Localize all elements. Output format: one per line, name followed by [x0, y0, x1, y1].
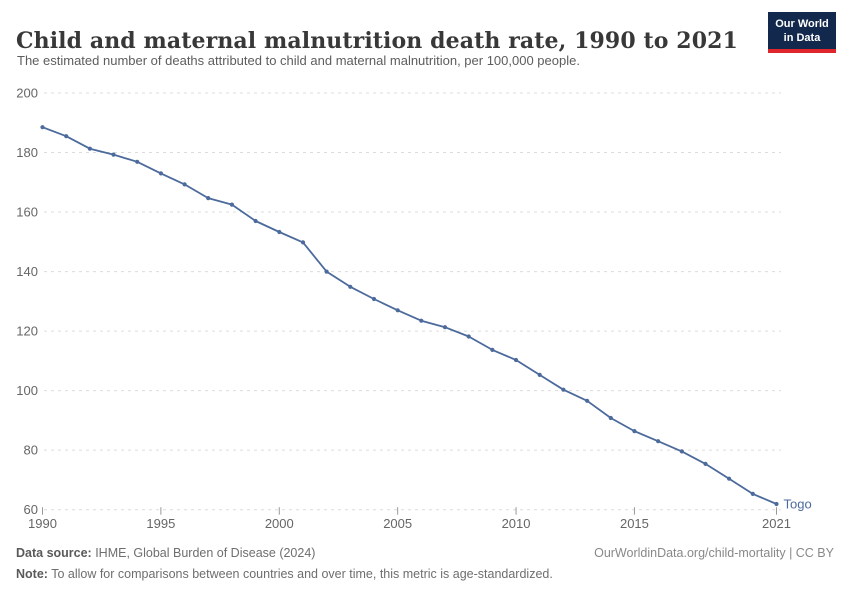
x-axis-label-2015: 2015	[620, 516, 649, 531]
data-point-1992[interactable]	[87, 146, 92, 151]
x-axis-label-2021: 2021	[762, 516, 791, 531]
data-point-2010[interactable]	[513, 357, 519, 363]
x-axis-label-1995: 1995	[146, 516, 175, 531]
footer-note-row: Note: To allow for comparisons between c…	[16, 567, 834, 581]
y-axis-label-120: 120	[16, 324, 38, 339]
data-point-2008[interactable]	[466, 334, 471, 339]
data-point-1996[interactable]	[182, 182, 187, 187]
data-point-2007[interactable]	[442, 325, 448, 330]
data-point-2009[interactable]	[490, 347, 495, 352]
y-axis-label-80: 80	[24, 443, 38, 458]
series-end-label[interactable]: Togo	[784, 497, 812, 512]
y-axis-label-180: 180	[16, 145, 38, 160]
data-point-2004[interactable]	[371, 296, 377, 302]
owid-logo-line1: Our World	[775, 17, 829, 30]
note-text: To allow for comparisons between countri…	[47, 567, 553, 581]
data-point-1998[interactable]	[229, 202, 234, 207]
page-title: Child and maternal malnutrition death ra…	[16, 27, 738, 54]
data-point-2012[interactable]	[561, 387, 566, 392]
data-point-1994[interactable]	[135, 159, 140, 164]
y-axis-label-100: 100	[16, 383, 38, 398]
data-point-2003[interactable]	[348, 284, 353, 289]
y-axis-label-140: 140	[16, 264, 38, 279]
note-label: Note:	[16, 567, 48, 581]
data-source-text: Data source: IHME, Global Burden of Dise…	[16, 546, 316, 560]
data-point-2001[interactable]	[300, 240, 306, 245]
data-point-2015[interactable]	[632, 429, 637, 434]
data-point-2000[interactable]	[277, 229, 282, 235]
data-point-1995[interactable]	[158, 171, 163, 176]
x-axis-label-1990: 1990	[28, 516, 57, 531]
togo-line[interactable]	[41, 126, 778, 505]
owid-logo-line2: in Data	[783, 31, 821, 44]
data-source-label: Data source:	[16, 546, 92, 560]
license-link[interactable]: OurWorldinData.org/child-mortality | CC …	[594, 546, 834, 560]
x-axis-label-2005: 2005	[383, 516, 412, 531]
data-point-2016[interactable]	[656, 439, 661, 444]
data-point-2013[interactable]	[585, 398, 590, 403]
y-axis-label-60: 60	[24, 502, 38, 517]
owid-logo: Our World in Data	[768, 12, 836, 53]
data-point-2021[interactable]	[774, 501, 779, 507]
data-point-2014[interactable]	[608, 415, 613, 421]
data-point-2002[interactable]	[324, 269, 329, 274]
data-point-2006[interactable]	[419, 318, 424, 323]
y-axis-label-160: 160	[16, 205, 38, 220]
data-point-1993[interactable]	[111, 152, 116, 157]
data-point-2019[interactable]	[727, 476, 732, 481]
footer-source-row: Data source: IHME, Global Burden of Dise…	[16, 546, 834, 560]
data-point-1999[interactable]	[253, 218, 258, 224]
data-point-1997[interactable]	[206, 196, 211, 201]
chart-subtitle: The estimated number of deaths attribute…	[17, 53, 580, 68]
data-point-1991[interactable]	[64, 134, 69, 139]
data-point-2005[interactable]	[395, 308, 400, 313]
data-point-1990[interactable]	[40, 125, 45, 130]
data-point-2018[interactable]	[703, 461, 708, 466]
malnutrition-line-chart: 60 80 100 120 140 160 180 200 1990 1995 2000 2005 20…	[16, 86, 812, 532]
data-point-2017[interactable]	[679, 449, 684, 454]
x-axis-label-2010: 2010	[502, 516, 531, 531]
data-point-2011[interactable]	[537, 372, 542, 377]
y-axis-label-200: 200	[16, 86, 38, 101]
x-axis-label-2000: 2000	[265, 516, 294, 531]
data-point-2020[interactable]	[750, 491, 755, 496]
